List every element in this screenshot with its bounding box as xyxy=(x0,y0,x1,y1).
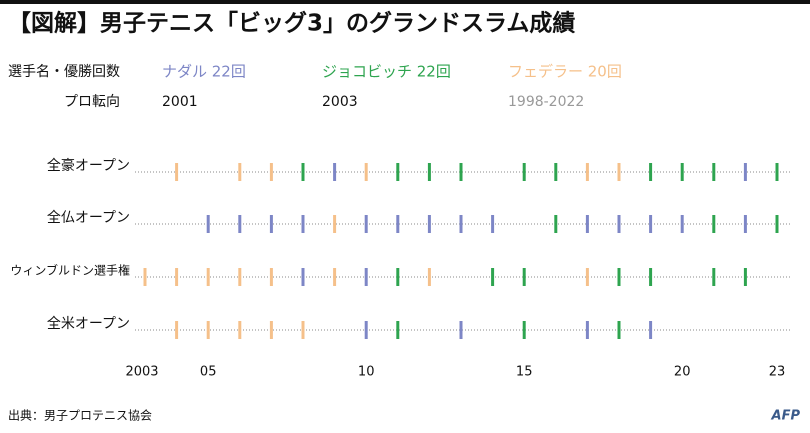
win-mark xyxy=(175,321,179,339)
win-mark xyxy=(649,215,653,233)
win-mark xyxy=(143,268,147,286)
turned-pro: 2001 xyxy=(162,94,198,110)
win-mark xyxy=(396,321,400,339)
win-mark xyxy=(585,215,589,233)
turned-pro: 1998-2022 xyxy=(508,94,584,110)
win-mark xyxy=(617,268,621,286)
win-mark xyxy=(617,163,621,181)
legend-entry: ナダル 22回 xyxy=(162,63,246,81)
win-mark xyxy=(238,163,242,181)
logo: AFP xyxy=(771,409,801,424)
win-mark xyxy=(680,163,684,181)
x-tick-label: 2003 xyxy=(125,365,158,380)
win-mark xyxy=(364,163,368,181)
win-mark xyxy=(396,163,400,181)
win-mark xyxy=(427,163,431,181)
row-label: 全豪オープン xyxy=(47,157,130,174)
win-mark xyxy=(206,321,210,339)
win-mark xyxy=(333,268,337,286)
win-mark xyxy=(522,268,526,286)
win-mark xyxy=(238,215,242,233)
header-label: 選手名・優勝回数 xyxy=(8,64,120,80)
win-mark xyxy=(238,268,242,286)
win-mark xyxy=(269,268,273,286)
win-mark xyxy=(364,268,368,286)
row-label: ウィンブルドン選手権 xyxy=(10,263,130,278)
win-mark xyxy=(554,215,558,233)
win-mark xyxy=(364,321,368,339)
win-mark xyxy=(269,215,273,233)
header-label: プロ転向 xyxy=(64,94,120,110)
chart-title: 【図解】男子テニス「ビッグ3」のグランドスラム成績 xyxy=(8,10,575,37)
win-mark xyxy=(712,268,716,286)
win-mark xyxy=(269,321,273,339)
win-mark xyxy=(459,163,463,181)
win-mark xyxy=(301,321,305,339)
win-mark xyxy=(301,163,305,181)
win-mark xyxy=(680,215,684,233)
win-mark xyxy=(775,215,779,233)
win-mark xyxy=(206,215,210,233)
win-mark xyxy=(617,215,621,233)
source: 出典：男子プロテニス協会 xyxy=(8,408,152,423)
win-mark xyxy=(522,321,526,339)
win-mark xyxy=(427,215,431,233)
win-mark xyxy=(396,215,400,233)
win-mark xyxy=(491,215,495,233)
win-mark xyxy=(301,215,305,233)
win-mark xyxy=(554,163,558,181)
win-mark xyxy=(301,268,305,286)
row-label: 全米オープン xyxy=(47,315,130,332)
win-mark xyxy=(743,268,747,286)
win-mark xyxy=(175,268,179,286)
win-mark xyxy=(459,321,463,339)
win-mark xyxy=(712,163,716,181)
win-mark xyxy=(585,321,589,339)
win-mark xyxy=(775,163,779,181)
win-mark xyxy=(649,268,653,286)
win-mark xyxy=(743,215,747,233)
win-mark xyxy=(491,268,495,286)
win-mark xyxy=(743,163,747,181)
win-mark xyxy=(238,321,242,339)
win-mark xyxy=(522,163,526,181)
x-tick-label: 05 xyxy=(200,365,217,380)
win-mark xyxy=(649,321,653,339)
win-mark xyxy=(459,215,463,233)
top-bar xyxy=(0,0,810,4)
x-tick-label: 10 xyxy=(358,365,375,380)
x-tick-label: 23 xyxy=(769,365,786,380)
win-mark xyxy=(396,268,400,286)
win-mark xyxy=(585,268,589,286)
win-mark xyxy=(333,163,337,181)
win-mark xyxy=(364,215,368,233)
win-mark xyxy=(649,163,653,181)
row-label: 全仏オープン xyxy=(47,209,130,226)
legend-entry: ジョコビッチ 22回 xyxy=(322,63,451,81)
legend-entry: フェデラー 20回 xyxy=(508,63,622,81)
win-mark xyxy=(617,321,621,339)
win-mark xyxy=(427,268,431,286)
win-mark xyxy=(712,215,716,233)
win-mark xyxy=(269,163,273,181)
win-mark xyxy=(585,163,589,181)
win-mark xyxy=(333,215,337,233)
x-tick-label: 20 xyxy=(674,365,691,380)
turned-pro: 2003 xyxy=(322,94,358,110)
win-mark xyxy=(206,268,210,286)
win-mark xyxy=(175,163,179,181)
x-tick-label: 15 xyxy=(516,365,533,380)
